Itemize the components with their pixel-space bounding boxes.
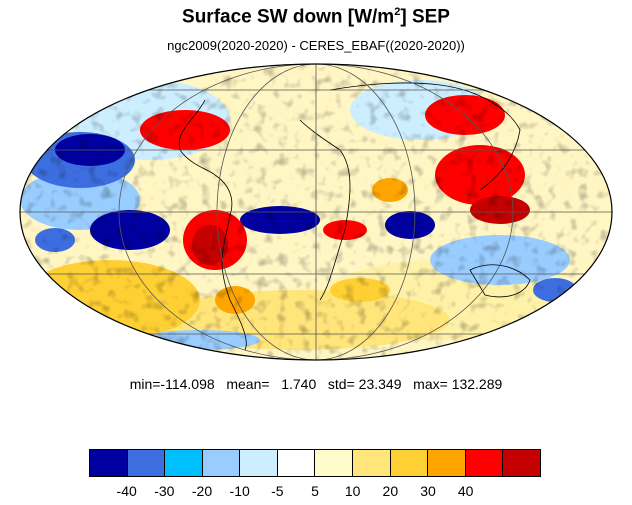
graticule-meridian-120 <box>118 64 514 360</box>
stat-std-label: std= <box>327 376 355 392</box>
legend-swatch <box>277 450 316 476</box>
legend-tick-label: -5 <box>271 483 284 499</box>
legend-swatch <box>165 450 203 476</box>
legend-tick-label: 20 <box>382 483 399 499</box>
coastlines <box>178 82 531 351</box>
coast-americas <box>178 99 247 351</box>
legend-swatch <box>240 450 278 476</box>
coast-eurasia <box>329 82 521 191</box>
stat-max-value: 132.289 <box>451 376 503 392</box>
legend-swatch <box>465 450 504 476</box>
legend-swatch <box>127 450 166 476</box>
stat-min-label: min= <box>129 376 161 392</box>
coast-australia <box>469 264 531 298</box>
legend-swatch <box>428 450 466 476</box>
color-legend <box>89 449 541 477</box>
stat-mean-value: 1.740 <box>281 376 317 392</box>
legend-swatch <box>90 450 128 476</box>
stat-max-label: max= <box>413 376 448 392</box>
title-main: Surface SW down [W/m <box>182 6 395 28</box>
legend-swatch <box>503 450 540 476</box>
map-title: Surface SW down [W/m2] SEP <box>0 6 632 28</box>
title-superscript: 2 <box>394 6 401 18</box>
legend-tick-label: 5 <box>311 483 319 499</box>
title-suffix: ] SEP <box>400 6 450 28</box>
legend-swatch <box>315 450 354 476</box>
legend-tick-label: -20 <box>191 483 213 499</box>
graticule-meridian-60 <box>216 64 416 360</box>
stat-min-value: -114.098 <box>160 376 215 392</box>
stat-mean-label: mean= <box>226 376 270 392</box>
legend-tick-label: 30 <box>420 483 436 499</box>
legend-swatch <box>202 450 241 476</box>
coast-africa <box>299 119 351 301</box>
legend-swatch <box>390 450 429 476</box>
statistics-line: min=-114.098 mean= 1.740 std= 23.349 max… <box>0 376 632 392</box>
legend-tick-label: -10 <box>229 483 250 499</box>
map-field <box>20 64 612 360</box>
stat-std-value: 23.349 <box>358 376 402 392</box>
legend-tick-label: -40 <box>116 483 137 499</box>
map-subtitle: ngc2009(2020-2020) - CERES_EBAF((2020-20… <box>167 38 465 53</box>
legend-tick-label: 10 <box>344 483 361 499</box>
legend-tick-label: -30 <box>154 483 175 499</box>
globe-outline <box>19 63 613 361</box>
legend-tick-label: 40 <box>457 483 474 499</box>
legend-swatch <box>353 450 391 476</box>
